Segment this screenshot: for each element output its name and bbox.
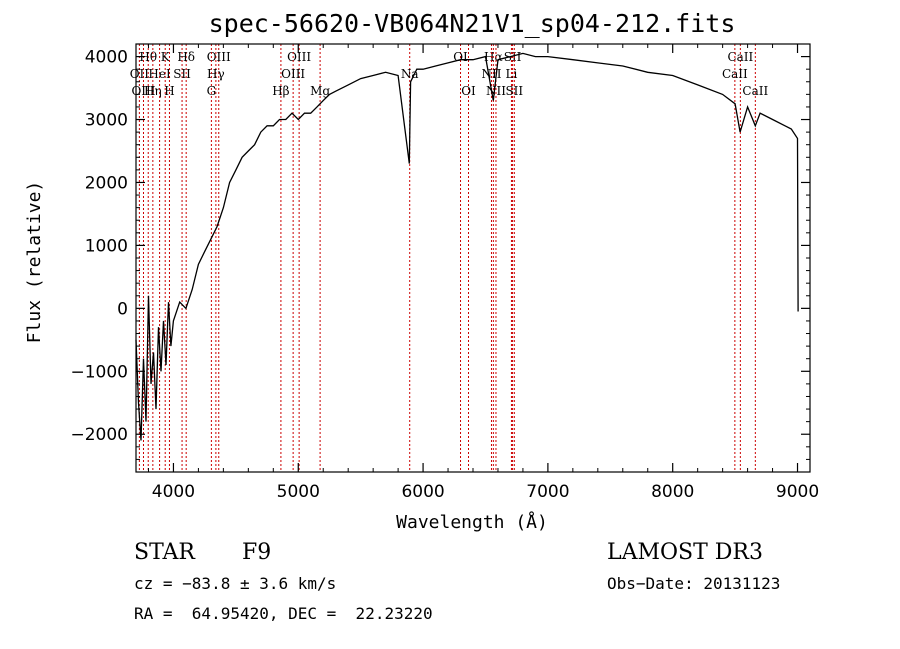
y-tick-label: 2000 <box>85 173 128 193</box>
marker-label-7: SII <box>173 67 191 81</box>
plot-frame <box>135 43 811 473</box>
marker-label-12: Hβ <box>272 84 289 98</box>
survey-name: LAMOST DR3 <box>607 540 763 565</box>
marker-label-5: K <box>161 50 171 64</box>
marker-label-23: Li <box>506 67 518 81</box>
y-axis-label: Flux (relative) <box>24 181 45 344</box>
marker-label-22: SII <box>504 50 522 64</box>
x-tick-label: 6000 <box>401 482 444 502</box>
chart-title: spec-56620-VB064N21V1_sp04-212.fits <box>209 9 736 38</box>
x-tick-label: 4000 <box>152 482 195 502</box>
marker-label-3: Hη <box>144 84 162 98</box>
y-tick-label: 4000 <box>85 48 128 68</box>
marker-label-18: OI <box>461 84 476 98</box>
marker-label-9: OIII <box>207 50 231 64</box>
marker-label-21: NII <box>486 84 506 98</box>
x-axis-label: Wavelength (Å) <box>396 511 548 533</box>
x-tick-label: 5000 <box>277 482 320 502</box>
observation-date: Obs−Date: 20131123 <box>607 574 781 593</box>
marker-label-17: OI <box>453 50 468 64</box>
marker-label-10: Hγ <box>207 67 225 81</box>
marker-label-24: SII <box>505 84 523 98</box>
x-tick-label: 8000 <box>651 482 694 502</box>
spectrum-chart: spec-56620-VB064N21V1_sp04-212.fits HθOI… <box>24 9 819 533</box>
marker-label-26: CaII <box>722 67 748 81</box>
marker-label-20: NII <box>481 67 501 81</box>
marker-label-11: G <box>207 84 217 98</box>
spectral-subclass: F9 <box>242 540 272 565</box>
y-tick-label: 1000 <box>85 236 128 256</box>
x-tick-label: 7000 <box>526 482 569 502</box>
marker-label-4: HeI <box>148 67 171 81</box>
y-tick-label: −2000 <box>70 425 128 445</box>
y-tick-label: −1000 <box>70 362 128 382</box>
spectrum-series-line <box>135 52 799 441</box>
object-class: STAR <box>134 540 195 565</box>
marker-label-6: H <box>164 84 174 98</box>
x-tick-label: 9000 <box>776 482 819 502</box>
marker-label-15: Mg <box>310 84 330 98</box>
axis-ticks-layer: 4000 5000 6000 7000 8000 9000 −2000 −1000 0 1000 2… <box>70 43 819 502</box>
marker-label-16: Na <box>401 67 419 81</box>
marker-label-14: OIII <box>281 67 305 81</box>
y-tick-label: 3000 <box>85 111 128 131</box>
marker-label-25: CaII <box>727 50 753 64</box>
marker-label-8: Hδ <box>177 50 195 64</box>
marker-label-1: OII <box>130 67 150 81</box>
marker-label-27: CaII <box>742 84 768 98</box>
y-tick-label: 0 <box>117 299 128 319</box>
marker-label-13: OIII <box>287 50 311 64</box>
redshift-velocity: cz = −83.8 ± 3.6 km/s <box>134 574 337 593</box>
coordinates: RA = 64.95420, DEC = 22.23220 <box>134 604 433 623</box>
